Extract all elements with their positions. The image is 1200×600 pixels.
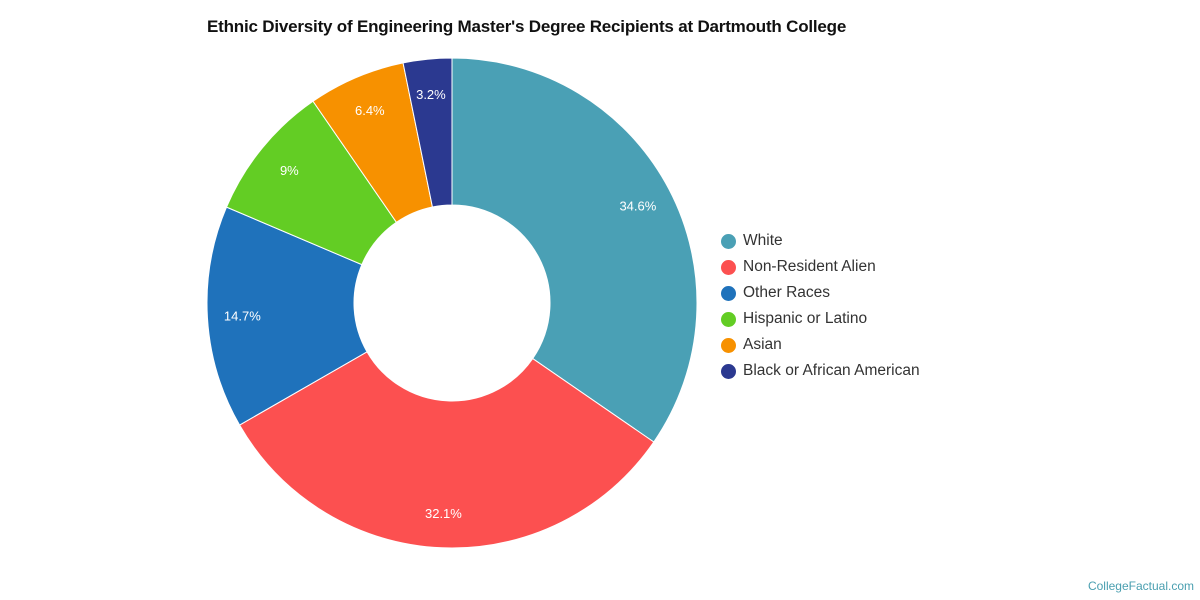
legend-label: Asian	[743, 336, 782, 353]
legend-dot-icon	[721, 311, 736, 327]
legend-dot-icon	[721, 259, 736, 275]
legend-label: Other Races	[743, 284, 831, 301]
slice-label: 34.6%	[619, 198, 656, 213]
legend-dot-icon	[721, 285, 736, 301]
legend-label: White	[743, 232, 783, 249]
slice-white[interactable]	[451, 57, 698, 443]
slice-label: 6.4%	[355, 103, 385, 118]
slice-label: 32.1%	[425, 506, 462, 521]
donut-slices	[206, 57, 698, 549]
slice-other-races[interactable]	[206, 206, 368, 426]
legend-item[interactable]: White	[721, 228, 920, 254]
legend-dot-icon	[721, 363, 736, 379]
chart-title: Ethnic Diversity of Engineering Master's…	[207, 17, 847, 36]
legend-item[interactable]: Hispanic or Latino	[721, 306, 920, 332]
slice-label: 9%	[280, 163, 299, 178]
slice-label: 14.7%	[224, 309, 261, 324]
legend-item[interactable]: Black or African American	[721, 358, 920, 384]
legend-label: Non-Resident Alien	[743, 258, 876, 275]
legend-item[interactable]: Asian	[721, 332, 920, 358]
slice-black-or-african-american[interactable]	[402, 57, 453, 208]
chart-legend: White Non-Resident Alien Other Races Hispan…	[721, 228, 920, 384]
slice-non-resident-alien[interactable]	[238, 351, 655, 549]
legend-label: Hispanic or Latino	[743, 310, 868, 327]
legend-item[interactable]: Non-Resident Alien	[721, 254, 920, 280]
legend-dot-icon	[721, 337, 736, 353]
slice-label: 3.2%	[416, 87, 446, 102]
legend-dot-icon	[721, 233, 736, 249]
source-credit: CollegeFactual.com	[1087, 579, 1194, 593]
legend-item[interactable]: Other Races	[721, 280, 920, 306]
legend-label: Black or African American	[743, 362, 920, 379]
slice-labels: 34.6% 32.1% 14.7% 9% 6.4% 3.2%	[224, 87, 657, 521]
